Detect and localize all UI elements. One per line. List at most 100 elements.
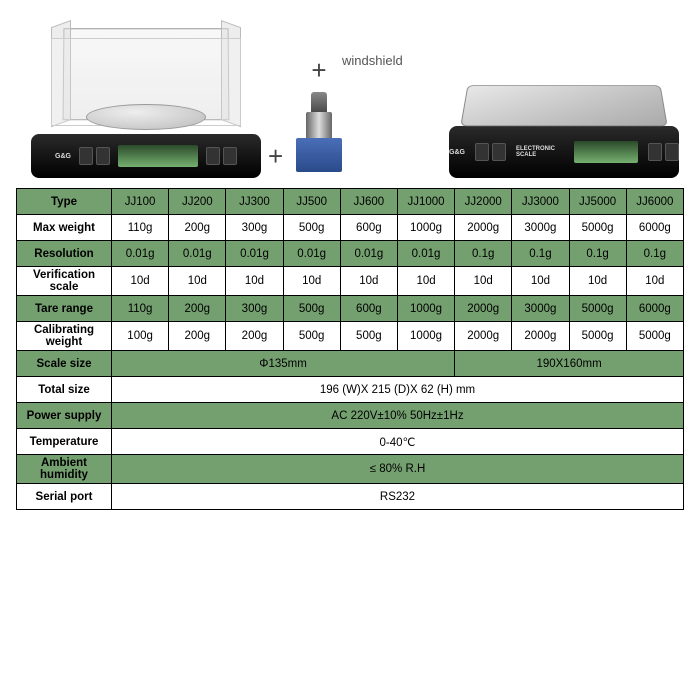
cell: 100g [112, 322, 169, 351]
cell: 1000g [397, 215, 454, 241]
cell: 0.01g [397, 241, 454, 267]
cell: 10d [340, 267, 397, 296]
cell: 500g [340, 322, 397, 351]
cell: 500g [283, 215, 340, 241]
cell: 5000g [569, 296, 626, 322]
cell: 10d [569, 267, 626, 296]
row-label: Verification scale [17, 267, 112, 296]
cell: 2000g [455, 215, 512, 241]
round-pan-icon [86, 104, 206, 130]
scale-flat: G&G ELECTRONIC SCALE [444, 80, 684, 178]
row-label: Calibrating weight [17, 322, 112, 351]
cell: 3000g [512, 215, 569, 241]
cell: 0.01g [283, 241, 340, 267]
scale-with-windshield: G&G [16, 20, 276, 178]
row-label: Power supply [17, 403, 112, 429]
table-row: Power supplyAC 220V±10% 50Hz±1Hz [17, 403, 684, 429]
product-images: G&G + + windshield G&G ELECTRONIC SCALE [16, 8, 684, 178]
cell: JJ6000 [626, 189, 683, 215]
cell: 200g [169, 296, 226, 322]
plus-icon: + [284, 55, 354, 86]
cell: 10d [283, 267, 340, 296]
cell: JJ1000 [397, 189, 454, 215]
cell: 0.01g [169, 241, 226, 267]
cell: 600g [340, 215, 397, 241]
cell: 500g [283, 322, 340, 351]
cell: JJ600 [340, 189, 397, 215]
cell: JJ5000 [569, 189, 626, 215]
cell: 190X160mm [455, 351, 684, 377]
cell: 110g [112, 296, 169, 322]
cell: 6000g [626, 215, 683, 241]
cell: 5000g [626, 322, 683, 351]
table-row: Calibrating weight100g200g200g500g500g10… [17, 322, 684, 351]
scale-base-icon: G&G [31, 134, 261, 178]
row-label: Type [17, 189, 112, 215]
cell: ≤ 80% R.H [112, 455, 684, 484]
cell: 10d [169, 267, 226, 296]
cell: JJ100 [112, 189, 169, 215]
cell: JJ3000 [512, 189, 569, 215]
cell: 3000g [512, 296, 569, 322]
cell: Φ135mm [112, 351, 455, 377]
row-label: Ambient humidity [17, 455, 112, 484]
table-row: Serial portRS232 [17, 484, 684, 510]
plus-icon: + [268, 141, 283, 172]
spec-table: TypeJJ100JJ200JJ300JJ500JJ600JJ1000JJ200… [16, 188, 684, 510]
cell: 0.1g [626, 241, 683, 267]
table-row: Resolution0.01g0.01g0.01g0.01g0.01g0.01g… [17, 241, 684, 267]
cell: 2000g [455, 296, 512, 322]
table-row: Total size196 (W)X 215 (D)X 62 (H) mm [17, 377, 684, 403]
cell: 2000g [455, 322, 512, 351]
table-row: Verification scale10d10d10d10d10d10d10d1… [17, 267, 684, 296]
cell: 200g [169, 215, 226, 241]
cell: 10d [626, 267, 683, 296]
cell: AC 220V±10% 50Hz±1Hz [112, 403, 684, 429]
table-row: Ambient humidity≤ 80% R.H [17, 455, 684, 484]
cell: 10d [226, 267, 283, 296]
cell: 5000g [569, 215, 626, 241]
row-label: Total size [17, 377, 112, 403]
cell: 0.1g [512, 241, 569, 267]
cell: 1000g [397, 322, 454, 351]
row-label: Max weight [17, 215, 112, 241]
cell: 600g [340, 296, 397, 322]
cell: JJ2000 [455, 189, 512, 215]
calibration-weight: + + [284, 55, 354, 172]
cell: 2000g [512, 322, 569, 351]
row-label: Tare range [17, 296, 112, 322]
table-row: TypeJJ100JJ200JJ300JJ500JJ600JJ1000JJ200… [17, 189, 684, 215]
cell: 0.1g [455, 241, 512, 267]
cell: 0.1g [569, 241, 626, 267]
cell: 5000g [569, 322, 626, 351]
cell: 300g [226, 296, 283, 322]
container: G&G + + windshield G&G ELECTRONIC SCALE [0, 0, 700, 526]
cell: JJ200 [169, 189, 226, 215]
cell: 6000g [626, 296, 683, 322]
rect-pan-icon [460, 85, 667, 126]
cell: 0-40℃ [112, 429, 684, 455]
cell: JJ300 [226, 189, 283, 215]
cell: 0.01g [226, 241, 283, 267]
table-row: Tare range110g200g300g500g600g1000g2000g… [17, 296, 684, 322]
cell: 196 (W)X 215 (D)X 62 (H) mm [112, 377, 684, 403]
cell: RS232 [112, 484, 684, 510]
cell: 1000g [397, 296, 454, 322]
cell: 0.01g [340, 241, 397, 267]
row-label: Serial port [17, 484, 112, 510]
row-label: Scale size [17, 351, 112, 377]
cell: JJ500 [283, 189, 340, 215]
cell: 500g [283, 296, 340, 322]
table-row: Scale sizeΦ135mm190X160mm [17, 351, 684, 377]
table-row: Max weight110g200g300g500g600g1000g2000g… [17, 215, 684, 241]
cell: 200g [169, 322, 226, 351]
cell: 10d [112, 267, 169, 296]
cell: 300g [226, 215, 283, 241]
cell: 110g [112, 215, 169, 241]
cell: 10d [455, 267, 512, 296]
cell: 200g [226, 322, 283, 351]
row-label: Temperature [17, 429, 112, 455]
cell: 10d [397, 267, 454, 296]
cell: 0.01g [112, 241, 169, 267]
scale-base-icon: G&G ELECTRONIC SCALE [449, 126, 679, 178]
